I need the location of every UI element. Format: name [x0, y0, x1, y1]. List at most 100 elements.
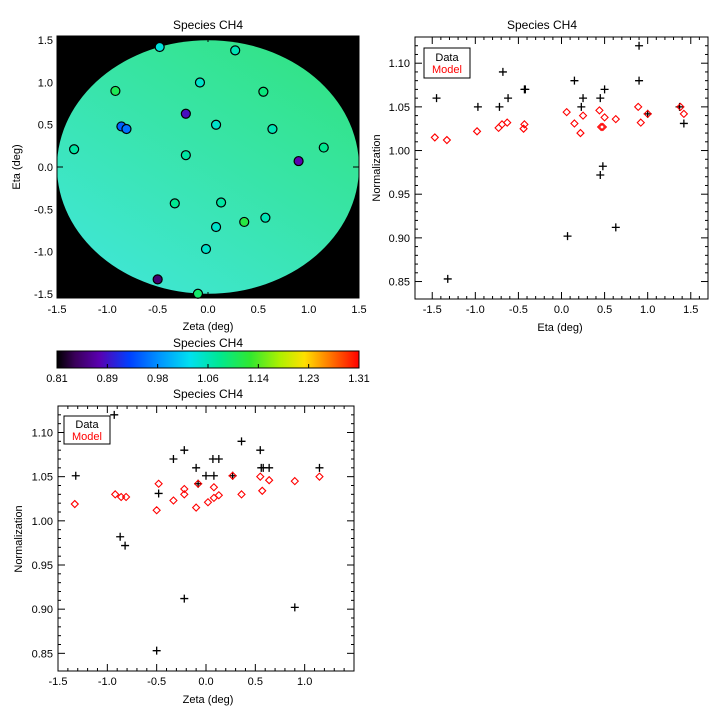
- zeta-plot-x-tick-label: -1.0: [98, 676, 117, 688]
- colorbar-tick-label: 1.23: [298, 373, 319, 385]
- eta-plot-data-point: [596, 94, 605, 103]
- map-point: [210, 119, 222, 130]
- zeta-plot-x-label: Zeta (deg): [183, 694, 234, 706]
- map-point: [230, 45, 241, 56]
- zeta-plot-model-point: [169, 496, 178, 505]
- zeta-plot-data-point: [152, 646, 161, 655]
- zeta-plot-data-point: [209, 471, 218, 480]
- colorbar-title: Species CH4: [173, 336, 243, 350]
- zeta-plot-x-tick-label: 0.5: [248, 676, 263, 688]
- colorbar-tick-label: 0.81: [46, 373, 67, 385]
- map-point: [154, 41, 165, 53]
- eta-plot-model-point: [679, 109, 689, 119]
- eta-plot-data-point: [596, 170, 605, 179]
- map-x-tick-label: -0.5: [148, 304, 167, 316]
- zeta-plot-title: Species CH4: [173, 387, 243, 401]
- map-x-tick-label: 0.5: [251, 304, 266, 316]
- eta-plot-model-point: [595, 106, 604, 115]
- eta-plot-data-point: [504, 94, 513, 103]
- map-point: [152, 274, 163, 285]
- map-y-tick-label: 1.0: [38, 77, 53, 89]
- zeta-plot-data-point: [154, 489, 163, 498]
- zeta-plot-model-point: [180, 484, 189, 494]
- zeta-plot-model-point: [209, 482, 219, 492]
- zeta-plot-x-tick-label: 0.0: [198, 676, 213, 688]
- eta-plot-y-tick-label: 0.95: [389, 189, 410, 201]
- panel-colorbar: Species CH4 0.81 0.89 0.98 1.06 1.14 1.23 1.31: [46, 336, 369, 385]
- eta-plot-title: Species CH4: [507, 18, 577, 32]
- eta-plot-model-point: [633, 102, 643, 112]
- eta-plot-model-point: [519, 124, 528, 133]
- eta-legend-data: Data: [435, 52, 459, 64]
- eta-plot-axes: -1.5 -1.0 -0.5 0.0 0.5 1.0 1.5 0.85 0.90 0.95 1.00…: [389, 37, 709, 316]
- eta-plot-model-point: [636, 118, 646, 127]
- eta-plot-y-label: Normalization: [371, 134, 383, 201]
- colorbar-ticks: 0.81 0.89 0.98 1.06 1.14 1.23 1.31: [46, 364, 370, 385]
- map-x-tick-label: 1.0: [301, 304, 316, 316]
- eta-legend-box: [423, 47, 471, 79]
- zeta-plot-model-point: [121, 492, 131, 502]
- zeta-plot-data-point: [121, 541, 130, 550]
- eta-plot-x-tick-label: 1.5: [683, 304, 698, 316]
- panel-map: Species CH4 -1.5 -1.0 -0.5 0.0 0.5 1.0 1.5 -1.…: [11, 18, 367, 333]
- zeta-plot-data-point: [265, 463, 274, 472]
- eta-plot-data-point: [635, 41, 644, 50]
- map-x-tick-label: -1.5: [48, 304, 67, 316]
- zeta-plot-data-point: [237, 437, 246, 446]
- zeta-plot-y-tick-label: 0.95: [32, 560, 53, 572]
- map-x-label: Zeta (deg): [183, 321, 234, 333]
- eta-plot-data-point: [563, 232, 572, 241]
- zeta-plot-model-point: [228, 471, 237, 481]
- eta-plot-model-point: [562, 107, 571, 117]
- map-field-disk: [57, 40, 359, 294]
- map-title: Species CH4: [173, 18, 243, 32]
- zeta-plot-model-point: [203, 498, 213, 507]
- map-point: [194, 77, 206, 88]
- zeta-plot-model-point: [180, 490, 189, 499]
- zeta-plot-y-tick-label: 1.00: [32, 516, 53, 528]
- map-y-label: Eta (deg): [11, 144, 23, 189]
- zeta-plot-model-point: [70, 499, 80, 509]
- map-x-tick-label: 1.5: [351, 304, 366, 316]
- eta-plot-x-tick-label: -0.5: [509, 304, 528, 316]
- eta-plot-y-tick-label: 0.85: [389, 277, 410, 289]
- eta-plot-y-tick-label: 1.10: [389, 58, 410, 70]
- eta-plot-y-tick-label: 1.00: [389, 146, 410, 158]
- zeta-plot-axes: -1.5 -1.0 -0.5 0.0 0.5 1.0 0.85 0.90 0.95 1.00 1.0…: [32, 406, 354, 688]
- map-point: [210, 221, 222, 233]
- zeta-plot-data-point: [214, 455, 223, 463]
- zeta-plot-model-point: [315, 472, 324, 481]
- eta-plot-data-point: [432, 94, 441, 103]
- map-point: [110, 85, 121, 97]
- eta-plot-data-point: [579, 94, 588, 103]
- eta-plot-x-tick-label: 0.5: [597, 304, 612, 316]
- zeta-plot-y-tick-label: 0.90: [32, 604, 53, 616]
- map-y-tick-label: 0.5: [38, 120, 53, 132]
- eta-plot-x-tick-label: -1.0: [466, 304, 485, 316]
- zeta-legend-box: [63, 415, 111, 445]
- zeta-plot-legend: Data Model: [63, 415, 111, 445]
- map-point: [169, 198, 180, 209]
- zeta-plot-model-point: [290, 476, 300, 486]
- zeta-plot-model-point: [257, 486, 267, 496]
- colorbar-tick-label: 1.06: [197, 373, 218, 385]
- zeta-plot-model-point: [214, 490, 224, 500]
- zeta-plot-x-tick-label: 1.0: [297, 676, 312, 688]
- eta-plot-model-point: [578, 111, 588, 120]
- eta-plot-model-point: [570, 119, 579, 128]
- eta-plot-model-point: [430, 133, 440, 142]
- eta-plot-data-point: [473, 102, 482, 111]
- zeta-plot-x-tick-label: -0.5: [147, 676, 166, 688]
- zeta-plot-x-tick-label: -1.5: [49, 676, 68, 688]
- eta-plot-data-point: [498, 67, 507, 76]
- map-y-axis: -1.5 -1.0 -0.5 0.0 0.5 1.0 1.5: [34, 35, 359, 301]
- zeta-plot-model-point: [255, 472, 265, 481]
- map-point: [267, 123, 278, 135]
- eta-plot-data-point: [598, 162, 607, 171]
- eta-plot-data-point: [611, 223, 620, 232]
- zeta-plot-model-point: [193, 479, 203, 489]
- map-y-tick-label: -1.0: [34, 247, 53, 259]
- map-x-tick-label: -1.0: [98, 304, 117, 316]
- eta-plot-data-point: [570, 76, 579, 85]
